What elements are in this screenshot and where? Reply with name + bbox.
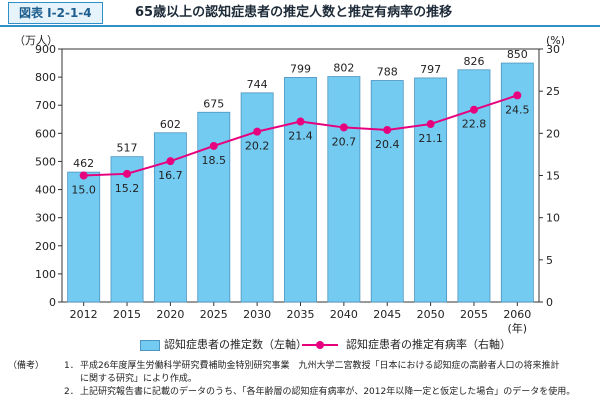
note-number: 2． <box>64 387 79 397</box>
right-tick-label: 10 <box>546 212 560 225</box>
left-tick-label: 700 <box>35 99 56 112</box>
rate-point <box>383 125 392 134</box>
x-tick-label: 2040 <box>330 308 358 321</box>
bar-value-label: 675 <box>203 97 224 110</box>
data-labels: 462 517 602 675 744 799 802 788 797 826 850 15.0 15.… <box>71 48 529 196</box>
note-row: （備考） 1． 平成26年度厚生労働科学研究費補助金特別研究事業 九州大学二宮教… <box>8 360 594 373</box>
bar <box>457 69 491 303</box>
right-tick-label: 15 <box>546 170 560 183</box>
note-text: に関する研究」により作成。 <box>80 374 197 384</box>
x-tick-label: 2025 <box>200 308 228 321</box>
left-tick-label: 900 <box>35 43 56 56</box>
x-tick-label: 2055 <box>460 308 488 321</box>
rate-point <box>123 169 132 178</box>
x-tick-label: 2012 <box>70 308 98 321</box>
legend-line-swatch <box>302 341 338 349</box>
left-tick-label: 400 <box>35 184 56 197</box>
left-tick-label: 0 <box>49 296 56 309</box>
legend-bar-label: 認知症患者の推定数（左軸） <box>164 338 307 351</box>
rate-point <box>339 123 348 132</box>
bar-value-label: 462 <box>73 157 94 170</box>
bar <box>414 77 448 303</box>
figure-notes: （備考） 1． 平成26年度厚生労働科学研究費補助金特別研究事業 九州大学二宮教… <box>8 360 594 399</box>
legend-bar-swatch <box>140 340 160 351</box>
bar-value-label: 802 <box>333 62 354 75</box>
x-axis-unit: (年) <box>508 321 528 335</box>
note-text: 平成26年度厚生労働科学研究費補助金特別研究事業 九州大学二宮教授「日本における… <box>80 361 560 371</box>
bar-value-label: 602 <box>160 118 181 131</box>
rate-value-label: 21.1 <box>418 132 443 145</box>
x-tick-label: 2035 <box>287 308 315 321</box>
right-axis-unit: (%) <box>546 34 565 47</box>
right-tick-label: 0 <box>546 296 553 309</box>
bar-value-label: 517 <box>117 142 138 155</box>
bar <box>240 92 274 303</box>
x-tick-label: 2045 <box>373 308 401 321</box>
bar-value-label: 799 <box>290 62 311 75</box>
left-tick-label: 300 <box>35 212 56 225</box>
rate-value-label: 21.4 <box>288 130 313 143</box>
rate-point <box>513 91 522 100</box>
rate-point <box>209 141 218 150</box>
rate-value-label: 20.2 <box>245 140 270 153</box>
x-tick-label: 2030 <box>243 308 271 321</box>
note-text: 上記研究報告書に記載のデータのうち、「各年齢層の認知症有病率が、2012年以降一… <box>80 387 576 397</box>
rate-value-label: 20.7 <box>332 135 357 148</box>
rate-point <box>79 171 88 180</box>
rate-point <box>166 157 175 166</box>
rate-value-label: 18.5 <box>202 154 227 167</box>
figure-header: 図表 I-2-1-4 65歳以上の認知症患者の推定人数と推定有病率の推移 <box>0 0 600 27</box>
rate-point <box>469 105 478 114</box>
right-tick-label: 20 <box>546 127 560 140</box>
figure-number-label: 図表 I-2-1-4 <box>8 2 103 24</box>
rate-point <box>296 117 305 126</box>
bar <box>327 76 361 303</box>
note-number: 1． <box>64 361 79 371</box>
x-tick-label: 2060 <box>503 308 531 321</box>
rate-value-label: 24.5 <box>505 103 530 116</box>
rate-value-label: 22.8 <box>462 118 487 131</box>
bar-value-label: 788 <box>377 65 398 78</box>
bar <box>284 76 317 303</box>
left-tick-label: 500 <box>35 155 56 168</box>
x-tick-label: 2015 <box>113 308 141 321</box>
left-tick-label: 200 <box>35 240 56 253</box>
left-tick-label: 800 <box>35 71 56 84</box>
bar-value-label: 797 <box>420 63 441 76</box>
bar <box>110 156 144 303</box>
figure-title: 65歳以上の認知症患者の推定人数と推定有病率の推移 <box>135 5 453 20</box>
legend-line-label: 認知症患者の推定有病率（右軸） <box>346 338 511 351</box>
bar-value-label: 850 <box>507 48 528 61</box>
bar-value-label: 744 <box>247 78 268 91</box>
right-tick-label: 25 <box>546 85 560 98</box>
bar <box>500 62 534 303</box>
left-tick-label: 600 <box>35 127 56 140</box>
rate-value-label: 20.4 <box>375 138 400 151</box>
combo-chart: 0100200300400500600700800900051015202530… <box>14 34 565 335</box>
rate-value-label: 16.7 <box>158 169 183 182</box>
bar <box>197 111 231 303</box>
notes-label: （備考） <box>8 361 45 371</box>
bar-value-label: 826 <box>463 55 484 68</box>
x-tick-label: 2020 <box>156 308 184 321</box>
rate-point <box>426 120 435 129</box>
line-series <box>79 91 522 180</box>
rate-point <box>253 127 262 136</box>
left-tick-label: 100 <box>35 268 56 281</box>
note-row: 2． 上記研究報告書に記載のデータのうち、「各年齢層の認知症有病率が、2012年… <box>8 386 594 399</box>
rate-value-label: 15.2 <box>115 182 140 195</box>
bar <box>370 80 404 303</box>
chart-legend: 認知症患者の推定数（左軸） 認知症患者の推定有病率（右軸） <box>140 337 511 353</box>
right-tick-label: 5 <box>546 254 553 267</box>
x-tick-label: 2050 <box>417 308 445 321</box>
note-row: に関する研究」により作成。 <box>8 373 594 386</box>
right-tick-label: 30 <box>546 43 560 56</box>
left-axis-unit: （万人） <box>14 34 58 47</box>
rate-value-label: 15.0 <box>71 184 96 197</box>
chart-axes: 0100200300400500600700800900051015202530… <box>14 34 565 335</box>
